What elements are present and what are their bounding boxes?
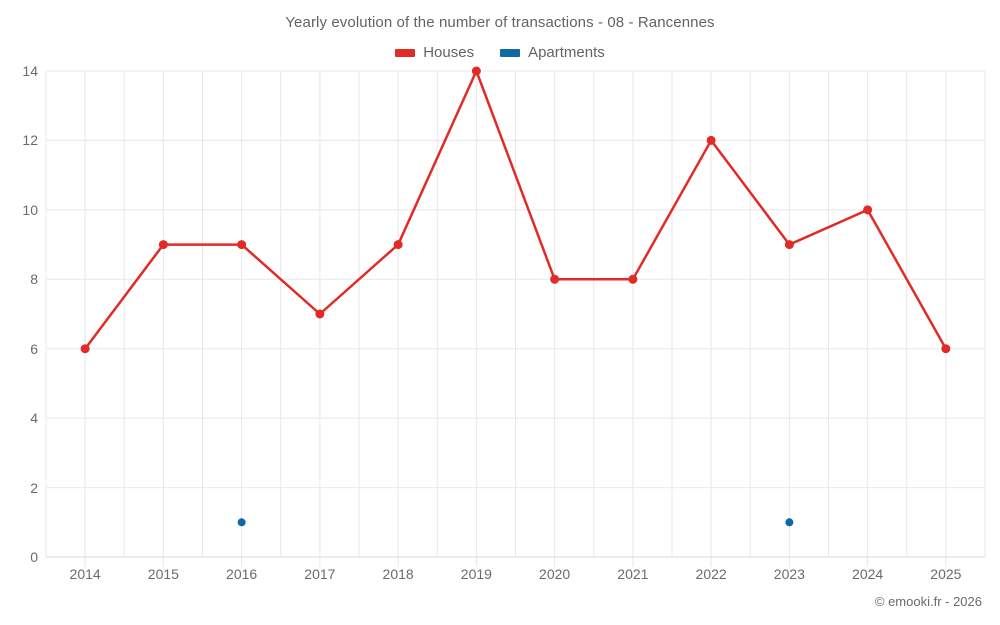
- y-tick-label: 4: [30, 410, 38, 427]
- x-tick-label: 2017: [304, 566, 336, 582]
- data-point[interactable]: [315, 309, 325, 319]
- y-tick-label: 6: [30, 340, 38, 357]
- plot-area: [45, 66, 986, 567]
- y-axis-tick-labels: 0 2 4 6 8 10 12 14: [0, 63, 38, 565]
- x-tick-label: 2021: [617, 566, 649, 582]
- data-point[interactable]: [863, 205, 873, 215]
- gridlines: [45, 70, 986, 567]
- data-point[interactable]: [237, 518, 246, 527]
- data-point[interactable]: [784, 240, 794, 250]
- chart-legend: Houses Apartments: [0, 44, 1000, 61]
- y-tick-label: 2: [30, 479, 38, 496]
- plot-svg: [45, 66, 986, 567]
- x-tick-label: 2018: [382, 566, 414, 582]
- x-tick-label: 2019: [460, 566, 492, 582]
- x-tick-label: 2023: [773, 566, 805, 582]
- y-tick-label: 14: [22, 63, 38, 79]
- data-point[interactable]: [706, 135, 716, 145]
- x-axis-tick-labels: 2014 2015 2016 2017 2018 2019 2020 2021 2022 2023…: [46, 566, 985, 590]
- series-apartments: [237, 518, 794, 527]
- legend-label-houses: Houses: [423, 44, 475, 61]
- legend-swatch-apartments: [500, 48, 521, 57]
- chart-title: Yearly evolution of the number of transa…: [285, 14, 715, 31]
- x-tick-label: 2024: [852, 566, 884, 582]
- x-tick-label: 2014: [69, 566, 101, 582]
- x-tick-label: 2015: [147, 566, 179, 582]
- y-tick-label: 10: [22, 201, 38, 218]
- legend-item-apartments[interactable]: Apartments: [500, 44, 605, 61]
- legend-label-apartments: Apartments: [528, 44, 605, 61]
- x-tick-label: 2025: [930, 566, 962, 582]
- y-tick-label: 8: [30, 271, 38, 288]
- data-point[interactable]: [471, 66, 481, 76]
- y-tick-label: 0: [30, 549, 38, 565]
- x-tick-label: 2020: [539, 566, 571, 582]
- data-point[interactable]: [550, 274, 560, 284]
- x-tick-label: 2016: [226, 566, 258, 582]
- data-point[interactable]: [80, 344, 90, 354]
- legend-item-houses[interactable]: Houses: [395, 44, 474, 61]
- series-houses: [80, 66, 951, 354]
- legend-swatch-houses: [395, 48, 416, 57]
- data-point[interactable]: [628, 274, 638, 284]
- x-tick-label: 2022: [695, 566, 727, 582]
- series-line: [83, 69, 948, 350]
- data-point[interactable]: [237, 240, 247, 250]
- footer-copyright: © emooki.fr - 2026: [874, 594, 982, 609]
- y-tick-label: 12: [22, 132, 38, 149]
- data-point[interactable]: [393, 240, 403, 250]
- data-point[interactable]: [785, 518, 794, 527]
- data-point[interactable]: [941, 344, 951, 354]
- data-point[interactable]: [158, 240, 168, 250]
